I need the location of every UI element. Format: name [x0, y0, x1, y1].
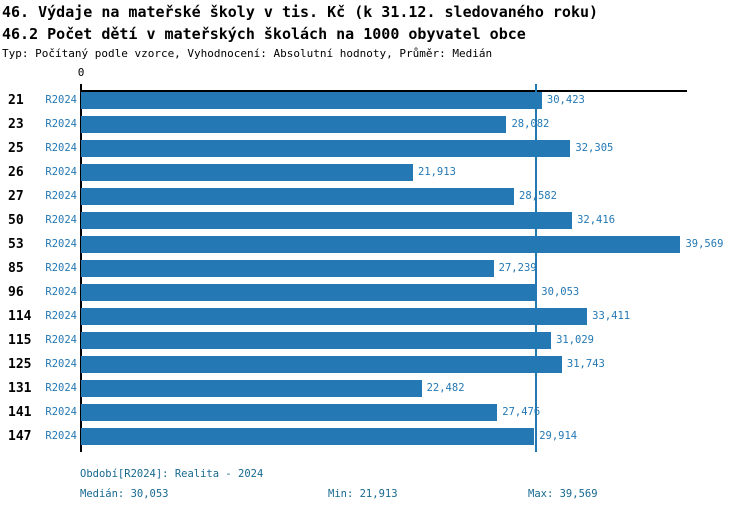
row-period-label: R2024 [45, 334, 77, 346]
bar-value-label: 31,029 [556, 334, 595, 346]
bar-value-label: 32,305 [575, 142, 614, 154]
bar-value-label: 22,482 [426, 382, 465, 394]
bar-row: 141 R2024 27,476 [0, 404, 750, 421]
bar-row: 147 R2024 29,914 [0, 428, 750, 445]
row-period-label: R2024 [45, 238, 77, 250]
row-period-label: R2024 [45, 286, 77, 298]
bar [81, 116, 507, 133]
row-period-label: R2024 [45, 214, 77, 226]
chart-title-line1: 46. Výdaje na mateřské školy v tis. Kč (… [2, 3, 599, 21]
bar-row: 114 R2024 33,411 [0, 308, 750, 325]
bar [81, 428, 535, 445]
footer-median-label: Medián: 30,053 [80, 488, 169, 500]
bar-value-label: 21,913 [417, 166, 456, 178]
row-period-label: R2024 [45, 190, 77, 202]
row-period-label: R2024 [45, 358, 77, 370]
bar-row: 96 R2024 30,053 [0, 284, 750, 301]
row-category-label: 115 [8, 333, 32, 348]
row-category-label: 50 [8, 213, 24, 228]
bar-row: 21 R2024 30,423 [0, 92, 750, 109]
row-period-label: R2024 [45, 142, 77, 154]
bar [81, 284, 537, 301]
bar [81, 212, 573, 229]
row-category-label: 53 [8, 237, 24, 252]
bar [81, 332, 552, 349]
row-category-label: 26 [8, 165, 24, 180]
bar [81, 380, 422, 397]
bar [81, 404, 498, 421]
row-category-label: 131 [8, 381, 32, 396]
footer-min-label: Min: 21,913 [328, 488, 398, 500]
bar [81, 356, 562, 373]
row-category-label: 21 [8, 93, 24, 108]
row-category-label: 27 [8, 189, 24, 204]
row-period-label: R2024 [45, 382, 77, 394]
row-category-label: 147 [8, 429, 32, 444]
row-period-label: R2024 [45, 94, 77, 106]
bar [81, 140, 571, 157]
footer-max-label: Max: 39,569 [528, 488, 598, 500]
row-period-label: R2024 [45, 166, 77, 178]
row-category-label: 85 [8, 261, 24, 276]
row-category-label: 125 [8, 357, 32, 372]
bar [81, 188, 515, 205]
bar-value-label: 27,239 [498, 262, 537, 274]
median-reference-line [535, 84, 538, 452]
row-category-label: 141 [8, 405, 32, 420]
row-period-label: R2024 [45, 118, 77, 130]
bar-value-label: 32,416 [577, 214, 616, 226]
bar [81, 308, 588, 325]
bar [81, 260, 494, 277]
bar [81, 164, 413, 181]
bar-value-label: 28,582 [519, 190, 557, 202]
bar-value-label: 39,569 [685, 238, 724, 250]
bar-value-label: 33,411 [592, 310, 631, 322]
bar-row: 25 R2024 32,305 [0, 140, 750, 157]
bar-value-label: 31,743 [566, 358, 605, 370]
plot-top-border [81, 90, 687, 92]
bar-row: 53 R2024 39,569 [0, 236, 750, 253]
row-category-label: 96 [8, 285, 24, 300]
bar-row: 125 R2024 31,743 [0, 356, 750, 373]
bar [81, 236, 681, 253]
x-axis-tick-label-zero: 0 [77, 66, 85, 79]
bar-row: 50 R2024 32,416 [0, 212, 750, 229]
bar-row: 131 R2024 22,482 [0, 380, 750, 397]
row-period-label: R2024 [45, 430, 77, 442]
row-category-label: 114 [8, 309, 32, 324]
row-period-label: R2024 [45, 310, 77, 322]
footer-period-label: Období[R2024]: Realita - 2024 [80, 468, 264, 480]
bar-value-label: 30,053 [541, 286, 580, 298]
row-period-label: R2024 [45, 262, 77, 274]
bar-row: 26 R2024 21,913 [0, 164, 750, 181]
bar-value-label: 28,082 [511, 118, 550, 130]
bar-value-label: 30,423 [546, 94, 585, 106]
chart-meta-line: Typ: Počítaný podle vzorce, Vyhodnocení:… [2, 47, 493, 60]
row-category-label: 25 [8, 141, 24, 156]
bar-value-label: 27,476 [502, 406, 541, 418]
row-category-label: 23 [8, 117, 24, 132]
row-period-label: R2024 [45, 406, 77, 418]
bar [81, 92, 542, 109]
bar-row: 85 R2024 27,239 [0, 260, 750, 277]
chart-title-line2: 46.2 Počet dětí v mateřských školách na … [2, 25, 526, 43]
bar-row: 23 R2024 28,082 [0, 116, 750, 133]
bar-value-label: 29,914 [539, 430, 578, 442]
bar-row: 115 R2024 31,029 [0, 332, 750, 349]
bar-row: 27 R2024 28,582 [0, 188, 750, 205]
